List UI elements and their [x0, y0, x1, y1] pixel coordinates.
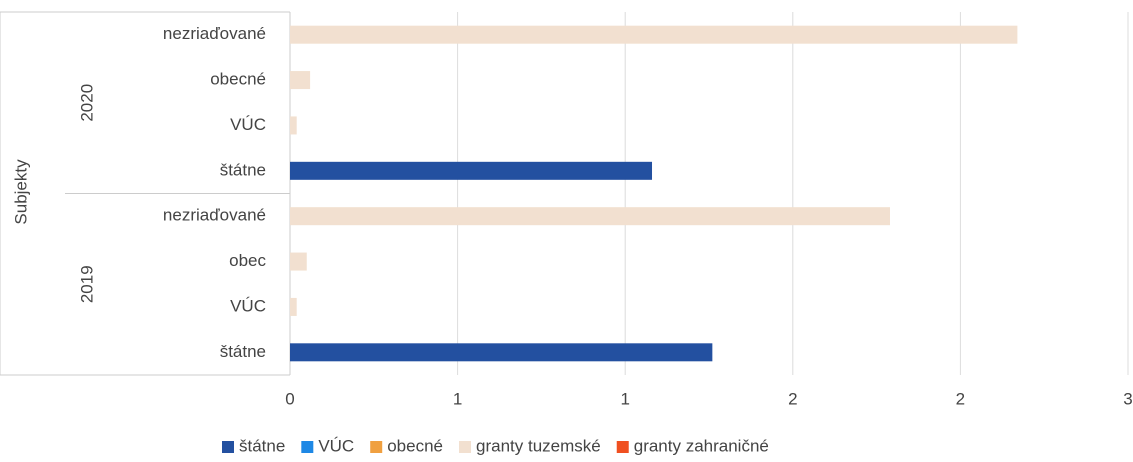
- group-label: 2020: [77, 84, 96, 122]
- x-tick-label: 0: [285, 389, 294, 408]
- x-tick-label: 1: [453, 389, 462, 408]
- bar: [290, 116, 297, 135]
- y-tick-label: štátne: [220, 342, 266, 361]
- bar: [290, 25, 1018, 44]
- y-tick-label: VÚC: [230, 115, 266, 134]
- legend-swatch: [301, 441, 314, 453]
- bar: [290, 207, 891, 226]
- y-tick-label: VÚC: [230, 296, 266, 315]
- bar: [290, 297, 297, 316]
- legend-label: obecné: [387, 436, 443, 455]
- y-tick-label: obec: [229, 251, 266, 270]
- y-tick-label: nezriaďované: [163, 24, 266, 43]
- legend-swatch: [616, 441, 629, 453]
- x-tick-label: 3: [1123, 389, 1132, 408]
- x-tick-label: 2: [788, 389, 797, 408]
- bar: [290, 71, 311, 90]
- legend-swatch: [222, 441, 234, 453]
- bar: [290, 161, 653, 180]
- y-tick-label: obecné: [210, 70, 266, 89]
- group-label: 2019: [77, 265, 96, 303]
- axis-title: Subjekty: [11, 159, 30, 225]
- legend-swatch: [370, 441, 383, 453]
- x-tick-label: 2: [956, 389, 965, 408]
- y-tick-label: štátne: [220, 160, 266, 179]
- legend-label: granty zahraničné: [634, 436, 769, 455]
- legend-swatch: [459, 441, 471, 453]
- legend-label: štátne: [239, 436, 285, 455]
- x-tick-label: 1: [620, 389, 629, 408]
- y-tick-label: nezriaďované: [163, 206, 266, 225]
- legend-label: granty tuzemské: [476, 436, 601, 455]
- legend-label: VÚC: [318, 436, 354, 455]
- bar: [290, 252, 307, 271]
- bar: [290, 343, 713, 362]
